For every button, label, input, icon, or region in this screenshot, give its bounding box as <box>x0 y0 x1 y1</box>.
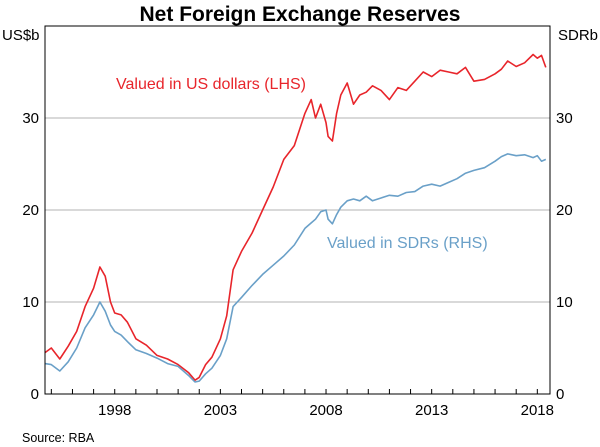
series-label-usd: Valued in US dollars (LHS) <box>116 76 306 93</box>
plot-frame <box>44 25 551 395</box>
y-tick-label-right: 10 <box>556 294 573 311</box>
x-tick-label: 2003 <box>204 402 237 419</box>
series-line-usd <box>44 53 547 382</box>
y-tick-label-left: 20 <box>22 202 39 219</box>
y-tick-label-right: 0 <box>556 386 564 403</box>
y-tick-label-left: 10 <box>22 294 39 311</box>
y-tick-label-left: 30 <box>22 110 39 127</box>
y-tick-label-left: 0 <box>31 386 39 403</box>
series-label-sdr: Valued in SDRs (RHS) <box>327 235 488 252</box>
x-tick-label: 1998 <box>98 402 131 419</box>
source-note: Source: RBA <box>22 431 95 445</box>
x-axis-ticks: 1998 2003 2008 2013 2018 <box>50 389 554 419</box>
series-line-sdr <box>44 153 547 383</box>
x-tick-label: 2008 <box>309 402 342 419</box>
right-axis-unit: SDRb <box>558 27 598 44</box>
chart-title: Net Foreign Exchange Reserves <box>140 3 461 26</box>
right-axis-ticks: 0 10 20 30 <box>556 110 573 403</box>
y-tick-label-right: 20 <box>556 202 573 219</box>
series-group <box>44 53 547 383</box>
gridlines <box>45 117 550 303</box>
y-tick-label-right: 30 <box>556 110 573 127</box>
left-axis-unit: US$b <box>2 27 40 44</box>
x-tick-label: 2013 <box>415 402 448 419</box>
left-axis-ticks: 0 10 20 30 <box>22 110 39 403</box>
x-tick-label: 2018 <box>521 402 554 419</box>
